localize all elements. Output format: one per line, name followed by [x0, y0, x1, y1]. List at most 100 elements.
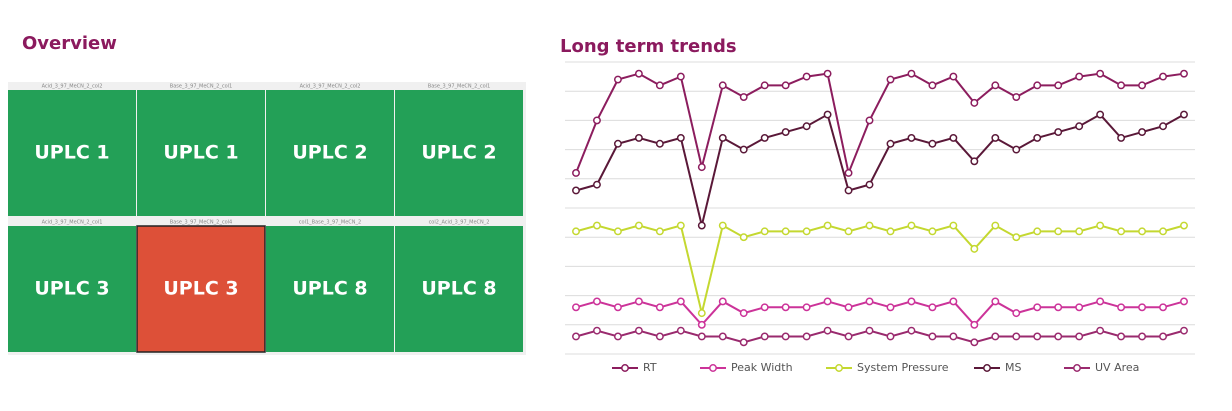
data-point — [1159, 332, 1167, 341]
data-point — [1180, 110, 1188, 119]
data-point — [865, 221, 874, 230]
data-point — [613, 75, 622, 84]
data-point — [928, 81, 937, 90]
data-point — [781, 128, 790, 137]
data-point — [1138, 128, 1147, 137]
data-point — [739, 309, 748, 318]
data-point — [1033, 227, 1042, 236]
data-point — [718, 81, 727, 90]
data-point — [1075, 227, 1084, 236]
tile — [395, 90, 523, 216]
data-point — [970, 157, 979, 166]
legend-label: System Pressure — [857, 361, 949, 374]
tile — [266, 226, 394, 352]
series-line — [575, 300, 1185, 327]
series-line — [575, 113, 1185, 226]
data-point — [970, 320, 979, 329]
data-point — [781, 332, 790, 341]
tile-caption: Base_3_97_MeCN_2_col1 — [428, 84, 490, 90]
legend-label: MS — [1005, 361, 1021, 374]
data-point — [739, 233, 748, 242]
series-line — [575, 72, 1185, 177]
data-point — [1117, 332, 1126, 341]
data-point — [572, 332, 580, 341]
data-point — [1138, 332, 1147, 341]
legend-marker — [983, 364, 991, 372]
data-point — [802, 122, 811, 131]
data-point — [676, 133, 685, 142]
data-point — [1033, 133, 1042, 142]
data-point — [1180, 221, 1188, 230]
series-line — [575, 329, 1185, 344]
data-point — [1033, 81, 1042, 90]
data-point — [1159, 72, 1167, 81]
data-point — [823, 221, 832, 230]
data-point — [1012, 233, 1021, 242]
data-point — [823, 326, 832, 335]
data-point — [907, 133, 916, 142]
legend-label: RT — [643, 361, 657, 374]
tile-label: UPLC 3 — [163, 278, 238, 300]
tile — [136, 225, 266, 353]
legend-marker — [1073, 364, 1081, 372]
data-point — [1138, 227, 1147, 236]
data-point — [1054, 332, 1063, 341]
data-point — [572, 169, 580, 177]
data-point — [865, 180, 874, 189]
legend-marker — [621, 364, 629, 372]
data-point — [697, 320, 706, 329]
data-point — [613, 303, 622, 312]
data-point — [970, 338, 979, 347]
data-point — [802, 303, 811, 312]
tile — [8, 226, 136, 352]
data-point — [1054, 227, 1063, 236]
data-point — [718, 332, 727, 341]
tile-caption: col2_Acid_3_97_MeCN_2 — [429, 220, 490, 226]
data-point — [676, 326, 685, 335]
data-point — [865, 297, 874, 306]
data-point — [823, 69, 832, 78]
tile-label: UPLC 3 — [34, 278, 109, 300]
data-point — [676, 221, 685, 230]
data-point — [1096, 326, 1105, 335]
data-point — [928, 227, 937, 236]
data-point — [739, 145, 748, 154]
tile-caption: col1_Base_3_97_MeCN_2 — [299, 220, 361, 226]
legend-label: UV Area — [1095, 361, 1139, 374]
data-point — [634, 221, 643, 230]
data-point — [1075, 303, 1084, 312]
tile-caption: Acid_3_97_MeCN_2_col2 — [42, 84, 103, 90]
data-point — [970, 244, 979, 253]
data-point — [886, 303, 895, 312]
data-point — [844, 169, 853, 177]
data-point — [802, 72, 811, 81]
data-point — [928, 332, 937, 341]
data-point — [697, 221, 706, 230]
data-point — [1012, 332, 1021, 341]
data-point — [760, 303, 769, 312]
data-point — [781, 303, 790, 312]
data-point — [655, 332, 664, 341]
legend-marker — [835, 364, 843, 372]
data-point — [1012, 93, 1021, 101]
data-point — [760, 227, 769, 236]
data-point — [1159, 303, 1167, 312]
chart-title: Long term trends — [560, 36, 737, 57]
tile-caption: Acid_3_97_MeCN_2_col2 — [300, 84, 361, 90]
series-line — [575, 224, 1185, 314]
data-point — [886, 75, 895, 84]
data-point — [739, 338, 748, 347]
data-point — [676, 297, 685, 306]
data-point — [634, 133, 643, 142]
data-point — [1117, 133, 1126, 142]
data-point — [593, 180, 601, 189]
data-point — [1096, 221, 1105, 230]
data-point — [781, 227, 790, 236]
data-point — [1138, 81, 1147, 90]
data-point — [844, 227, 853, 236]
data-point — [886, 139, 895, 148]
data-point — [1117, 81, 1126, 90]
data-point — [1117, 227, 1126, 236]
data-point — [949, 332, 958, 341]
